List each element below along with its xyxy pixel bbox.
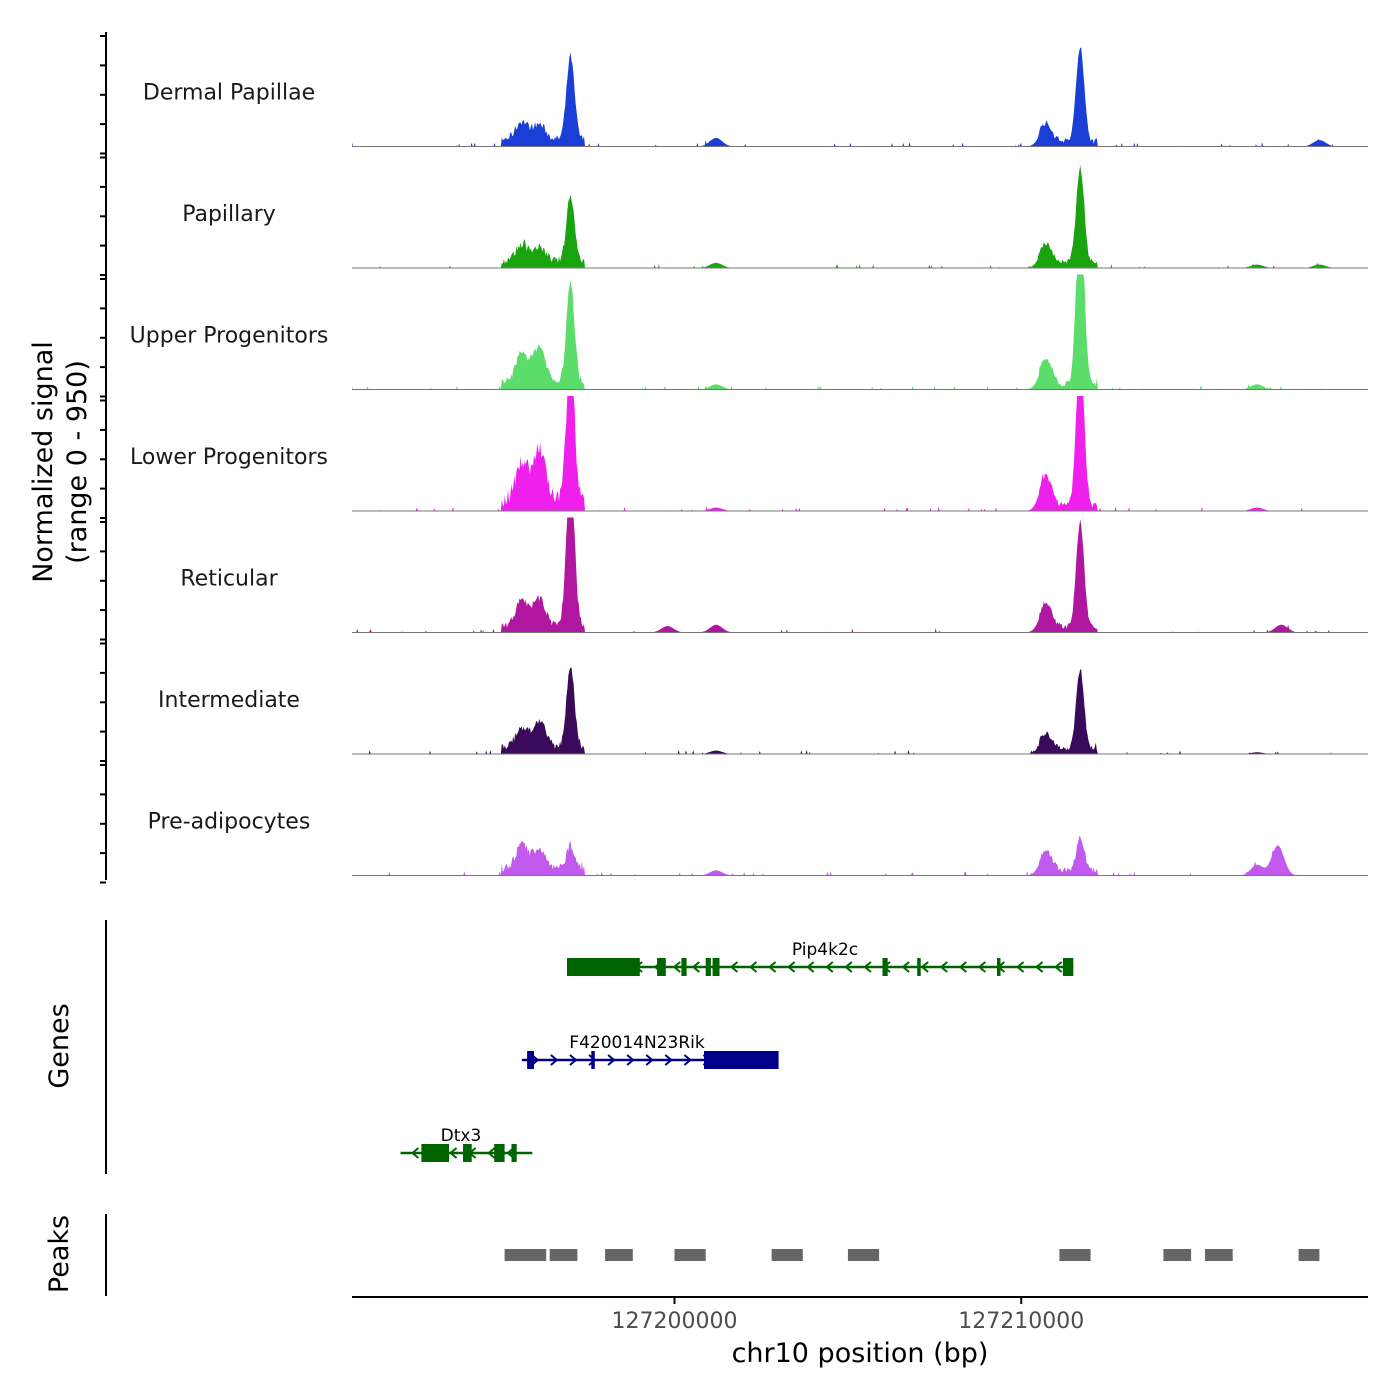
strand-arrow bbox=[901, 961, 910, 973]
coverage-panel: Dermal Papillae Papillary Upper Progenitor… bbox=[130, 47, 1368, 876]
x-tick-label: 127210000 bbox=[958, 1309, 1084, 1334]
gene-exon bbox=[527, 1051, 534, 1069]
genes-panel: Pip4k2c F420014N23Rik Dtx3 bbox=[105, 920, 1074, 1174]
gene-label: Dtx3 bbox=[441, 1126, 482, 1146]
strand-arrow bbox=[672, 961, 681, 973]
strand-arrow bbox=[844, 961, 853, 973]
peak-region bbox=[847, 1249, 880, 1261]
genes-panel-title: Genes bbox=[44, 1003, 75, 1088]
strand-arrow bbox=[691, 961, 700, 973]
strand-arrow bbox=[863, 961, 872, 973]
gene-pip4k2c: Pip4k2c bbox=[566, 940, 1074, 976]
strand-arrow bbox=[569, 1054, 578, 1066]
strand-arrow bbox=[1035, 961, 1044, 973]
x-tick-label: 127200000 bbox=[611, 1309, 737, 1334]
track-label: Upper Progenitors bbox=[130, 324, 329, 349]
track-label: Papillary bbox=[182, 202, 276, 227]
track-intermediate: Intermediate bbox=[158, 667, 1368, 755]
peaks-panel-title: Peaks bbox=[44, 1215, 75, 1293]
peak-region bbox=[605, 1249, 633, 1261]
gene-exon bbox=[463, 1144, 472, 1162]
gene-exon bbox=[421, 1144, 450, 1162]
gene-dtx3: Dtx3 bbox=[400, 1126, 533, 1162]
gene-exon bbox=[712, 958, 720, 976]
gene-label: F420014N23Rik bbox=[569, 1033, 705, 1053]
peak-region bbox=[504, 1249, 547, 1261]
coverage-area bbox=[352, 164, 1333, 268]
strand-arrow bbox=[487, 1147, 496, 1159]
x-axis-title: chr10 position (bp) bbox=[732, 1338, 989, 1369]
gene-exon bbox=[591, 1051, 595, 1069]
track-label: Dermal Papillae bbox=[143, 81, 315, 106]
peak-region bbox=[1163, 1249, 1192, 1261]
strand-arrow bbox=[448, 1147, 458, 1159]
peak-region bbox=[549, 1249, 578, 1261]
strand-arrow bbox=[645, 1054, 654, 1066]
strand-arrow bbox=[1054, 961, 1063, 973]
strand-arrow bbox=[550, 1054, 559, 1066]
gene-exon bbox=[705, 958, 711, 976]
strand-arrow bbox=[588, 1054, 597, 1066]
peak-region bbox=[1059, 1249, 1091, 1261]
peak-region bbox=[771, 1249, 803, 1261]
coverage-area bbox=[352, 517, 1333, 633]
strand-arrow bbox=[410, 1147, 420, 1159]
y-axis-title-line2: (range 0 - 950) bbox=[62, 360, 93, 564]
gene-exon bbox=[681, 958, 687, 976]
strand-arrow bbox=[1015, 961, 1025, 973]
strand-arrow bbox=[787, 961, 796, 973]
peak-region bbox=[1298, 1249, 1320, 1261]
strand-arrow bbox=[825, 961, 834, 973]
coverage-area bbox=[352, 667, 1333, 754]
strand-arrow bbox=[939, 961, 948, 973]
axes: Normalized signal (range 0 - 950) Genes … bbox=[28, 32, 1368, 1369]
coverage-area bbox=[352, 274, 1333, 390]
track-label: Intermediate bbox=[158, 688, 300, 713]
y-axis-title-line1: Normalized signal bbox=[28, 341, 59, 583]
track-label: Lower Progenitors bbox=[130, 445, 328, 470]
coverage-area bbox=[352, 396, 1333, 511]
strand-arrow bbox=[977, 961, 987, 973]
gene-exon bbox=[1062, 958, 1074, 976]
gene-exon bbox=[567, 958, 640, 976]
track-pre-adipocytes: Pre-adipocytes bbox=[148, 810, 1368, 876]
track-lower-progenitors: Lower Progenitors bbox=[130, 396, 1368, 512]
strand-arrow bbox=[920, 961, 929, 973]
track-papillary: Papillary bbox=[182, 164, 1368, 269]
strand-arrow bbox=[768, 961, 777, 973]
peak-region bbox=[1205, 1249, 1233, 1261]
strand-arrow bbox=[806, 961, 815, 973]
strand-arrow bbox=[683, 1054, 692, 1066]
strand-arrow bbox=[729, 961, 739, 973]
gene-exon bbox=[997, 958, 1001, 976]
peak-region bbox=[674, 1249, 706, 1261]
peaks-panel bbox=[105, 1214, 1320, 1296]
track-label: Pre-adipocytes bbox=[148, 810, 311, 835]
track-reticular: Reticular bbox=[180, 517, 1368, 633]
strand-arrow bbox=[958, 961, 967, 973]
gene-label: Pip4k2c bbox=[792, 940, 858, 960]
coverage-area bbox=[352, 47, 1333, 147]
coverage-area bbox=[352, 836, 1333, 876]
strand-arrow bbox=[626, 1054, 635, 1066]
gene-exon bbox=[657, 958, 666, 976]
strand-arrow bbox=[748, 961, 758, 973]
gene-exon bbox=[494, 1144, 505, 1162]
gene-exon bbox=[704, 1051, 779, 1069]
track-upper-progenitors: Upper Progenitors bbox=[130, 274, 1368, 390]
strand-arrow bbox=[664, 1054, 673, 1066]
track-dermal-papillae: Dermal Papillae bbox=[143, 47, 1368, 147]
gene-f420014n23rik: F420014N23Rik bbox=[521, 1033, 779, 1069]
strand-arrow bbox=[607, 1054, 616, 1066]
gene-exon bbox=[917, 958, 921, 976]
gene-exon bbox=[511, 1144, 517, 1162]
track-label: Reticular bbox=[180, 567, 278, 592]
gene-exon bbox=[882, 958, 888, 976]
